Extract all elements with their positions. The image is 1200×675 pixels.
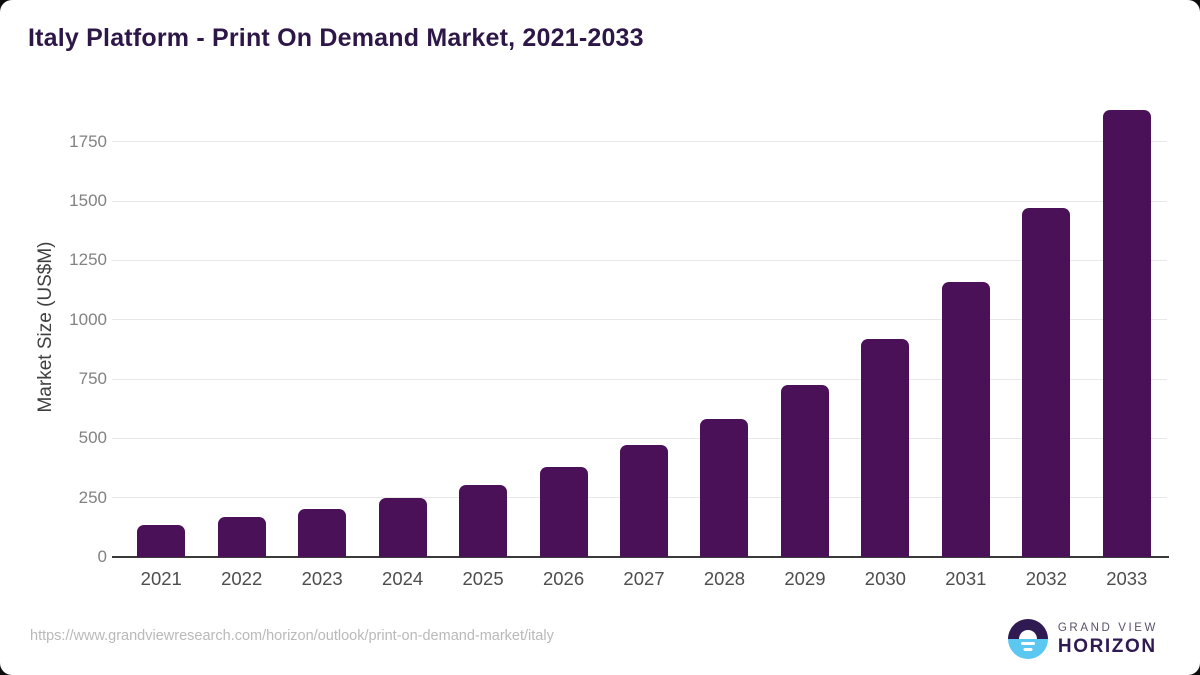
- bar-2023: [298, 508, 347, 557]
- bar-2025: [459, 484, 508, 557]
- x-tick-label-2030: 2030: [864, 568, 906, 589]
- gridline-1500: [112, 200, 1167, 202]
- bar-2032: [1022, 208, 1071, 557]
- logo-wordmark: GRAND VIEW HORIZON: [1058, 621, 1158, 658]
- bar-2029: [780, 384, 829, 557]
- grand-view-horizon-logo: GRAND VIEW HORIZON: [1007, 619, 1158, 659]
- plot-area: 0 250 500 750 1000 1250 1500 1750 2021 2022 2023 20…: [69, 100, 1169, 589]
- x-tick-label-2021: 2021: [140, 568, 182, 589]
- bar-2027: [620, 445, 668, 557]
- y-tick-label-0: 0: [97, 547, 107, 566]
- y-tick-label-500: 500: [78, 428, 107, 448]
- logo-sun-dome: [1018, 630, 1037, 639]
- logo-text-grand-view: GRAND VIEW: [1057, 621, 1158, 634]
- bar-2031: [941, 282, 990, 557]
- x-tick-label-2022: 2022: [221, 568, 263, 589]
- chart-title: Italy Platform - Print On Demand Market,…: [28, 24, 644, 52]
- x-tick-label-2024: 2024: [382, 568, 424, 589]
- y-tick-label-250: 250: [78, 487, 107, 507]
- x-tick-label-2028: 2028: [703, 568, 746, 589]
- bar-2022: [217, 516, 266, 557]
- source-url: https://www.grandviewresearch.com/horizo…: [30, 628, 554, 644]
- horizon-sunrise-icon: [1007, 619, 1048, 659]
- x-tick-label-2031: 2031: [945, 568, 987, 589]
- gridline-1000: [112, 319, 1167, 321]
- y-tick-label-1250: 1250: [69, 250, 107, 270]
- logo-horizon-line-2: [1023, 648, 1033, 651]
- x-tick-label-2025: 2025: [462, 568, 504, 589]
- gridline-750: [112, 378, 1167, 380]
- bar-2033: [1102, 109, 1151, 557]
- y-tick-label-1500: 1500: [69, 191, 107, 211]
- bar-2021: [137, 524, 186, 557]
- x-axis-line: [112, 556, 1169, 558]
- x-tick-label-2023: 2023: [301, 568, 343, 589]
- gridline-1250: [112, 259, 1167, 261]
- x-tick-label-2029: 2029: [784, 568, 826, 589]
- bar-2024: [378, 497, 427, 557]
- x-tick-label-2026: 2026: [542, 568, 585, 589]
- x-tick-label-2033: 2033: [1106, 568, 1148, 589]
- y-tick-label-750: 750: [78, 369, 107, 389]
- logo-horizon-line-1: [1020, 642, 1035, 645]
- y-tick-label-1000: 1000: [69, 309, 107, 329]
- bar-2030: [861, 339, 910, 557]
- bar-2028: [700, 418, 749, 557]
- logo-sky-half: [1007, 619, 1048, 639]
- gridline-1750: [112, 141, 1167, 143]
- x-tick-label-2032: 2032: [1025, 568, 1067, 589]
- x-tick-label-2027: 2027: [623, 568, 665, 589]
- bar-2026: [539, 467, 588, 557]
- y-tick-label-1750: 1750: [69, 131, 107, 151]
- logo-text-horizon: HORIZON: [1057, 635, 1157, 657]
- gridline-500: [112, 437, 1167, 439]
